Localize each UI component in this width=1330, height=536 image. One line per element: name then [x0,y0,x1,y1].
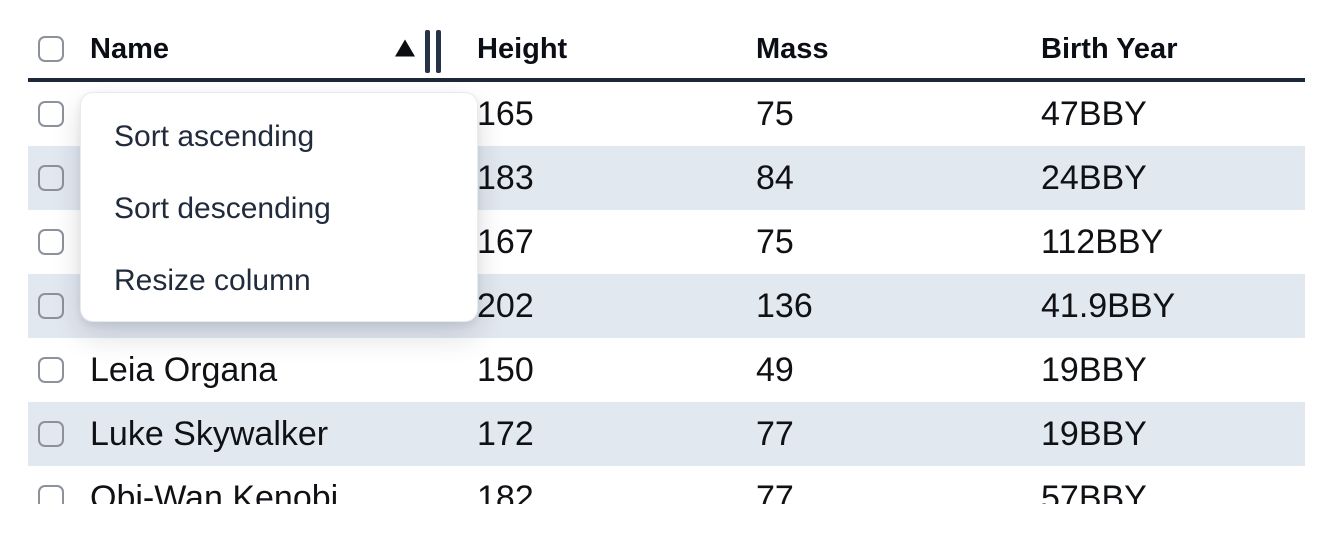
cell-birth-year: 19BBY [1041,414,1147,453]
cell-height: 167 [477,222,534,261]
header-select-cell [28,20,90,78]
table-row: Luke Skywalker 172 77 19BBY [28,402,1305,466]
row-select-cell [28,146,90,210]
cell-name: Leia Organa [90,350,278,389]
table-row: 167 75 112BBY [28,210,1305,274]
column-header-birth-year[interactable]: Birth Year [1041,32,1178,65]
cell-name: Obi-Wan Kenobi [90,478,339,505]
cell-birth-year: 41.9BBY [1041,286,1176,325]
resize-bar [436,30,441,73]
row-checkbox[interactable] [38,357,64,383]
menu-item-sort-ascending[interactable]: Sort ascending [114,120,315,153]
column-resize-handle-icon[interactable] [425,30,441,73]
cell-height: 165 [477,94,534,133]
row-select-cell [28,274,90,338]
menu-item-resize-column[interactable]: Resize column [114,264,311,297]
table-row: Leia Organa 150 49 19BBY [28,338,1305,402]
cell-birth-year: 19BBY [1041,350,1147,389]
table-row: Obi-Wan Kenobi 182 77 57BBY [28,466,1305,504]
row-checkbox[interactable] [38,101,64,127]
cell-birth-year: 112BBY [1041,222,1164,261]
sort-ascending-icon [395,39,415,57]
row-select-cell [28,210,90,274]
cell-height: 150 [477,350,534,389]
cell-mass: 77 [756,414,794,453]
cell-name: Luke Skywalker [90,414,329,453]
resize-bar [425,30,430,73]
cell-mass: 75 [756,222,794,261]
column-header-name[interactable]: Name [90,20,477,78]
column-header-menu: Sort ascending Sort descending Resize co… [80,92,478,322]
cell-mass: 75 [756,94,794,133]
cell-birth-year: 24BBY [1041,158,1147,197]
cell-mass: 49 [756,350,794,389]
row-checkbox[interactable] [38,293,64,319]
row-checkbox[interactable] [38,229,64,255]
cell-mass: 77 [756,478,794,505]
row-select-cell [28,82,90,146]
cell-height: 172 [477,414,534,453]
cell-birth-year: 47BBY [1041,94,1147,133]
row-checkbox[interactable] [38,165,64,191]
column-header-name-label: Name [90,32,169,65]
row-select-cell [28,466,90,504]
menu-item-sort-descending[interactable]: Sort descending [114,192,331,225]
row-select-cell [28,338,90,402]
column-header-mass[interactable]: Mass [756,32,829,65]
select-all-checkbox[interactable] [38,36,64,62]
row-select-cell [28,402,90,466]
cell-birth-year: 57BBY [1041,478,1147,505]
cell-mass: 84 [756,158,794,197]
cell-height: 202 [477,286,534,325]
table-header-row: Name Height Mass Birth Year [28,20,1305,82]
cell-height: 183 [477,158,534,197]
row-checkbox[interactable] [38,421,64,447]
cell-mass: 136 [756,286,813,325]
table-row: 165 75 47BBY [28,82,1305,146]
column-header-height[interactable]: Height [477,32,568,65]
row-checkbox[interactable] [38,485,64,504]
cell-height: 182 [477,478,534,505]
